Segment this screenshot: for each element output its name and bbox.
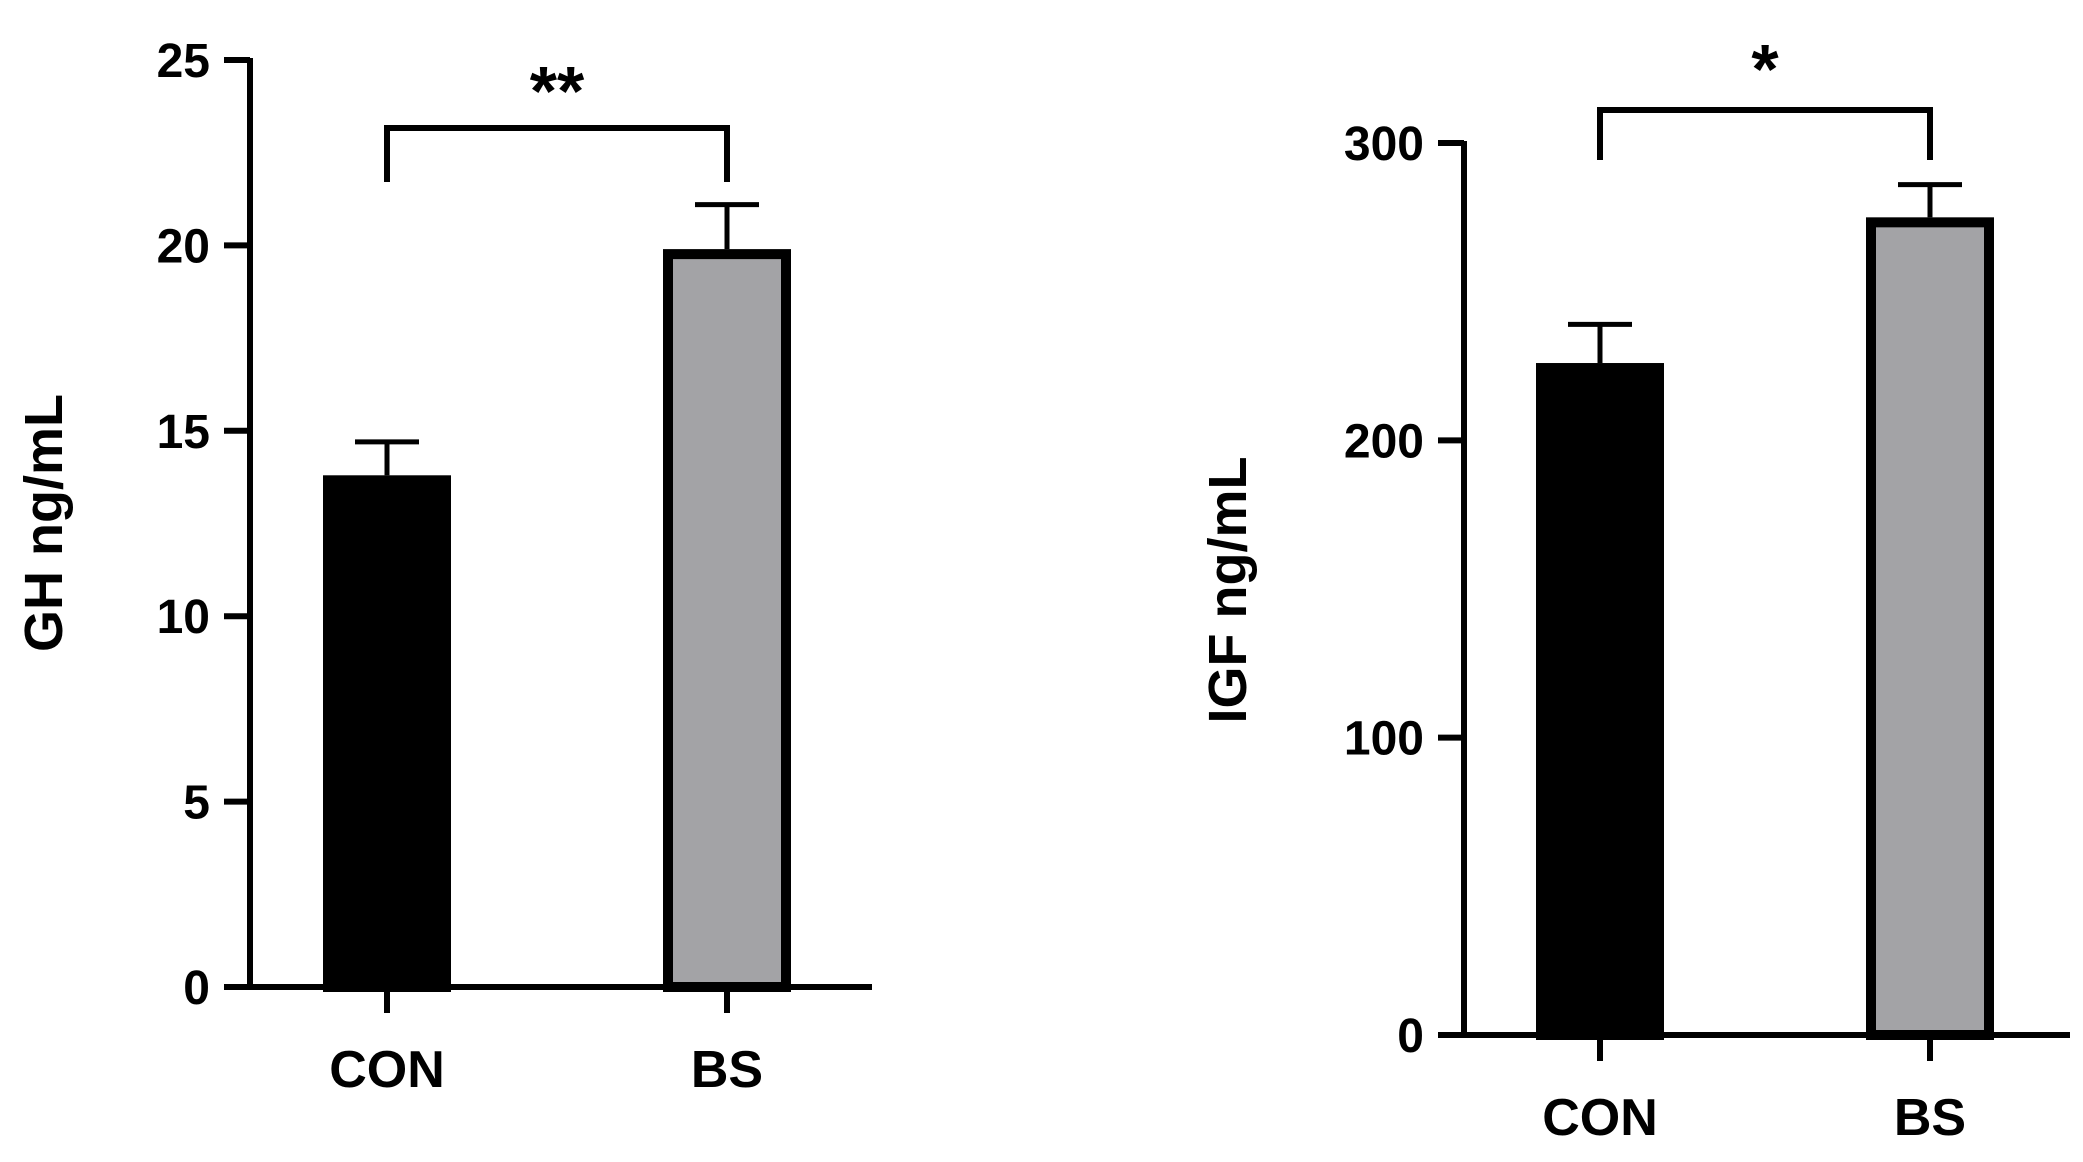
bar-bs bbox=[663, 249, 791, 993]
y-tick-label: 25 bbox=[157, 35, 210, 88]
gh-chart: 0 5 10 15 20 25 CON BS GH ng/mL ** bbox=[14, 35, 872, 1099]
significance-bracket bbox=[1597, 107, 1933, 160]
y-tick-label: 100 bbox=[1344, 713, 1424, 766]
y-tick-label: 300 bbox=[1344, 118, 1424, 171]
y-tick-label: 0 bbox=[183, 962, 210, 1015]
bar-con bbox=[1536, 363, 1664, 1040]
y-tick-label: 10 bbox=[157, 591, 210, 644]
y-tick-label: 5 bbox=[183, 777, 210, 830]
y-tick-label: 15 bbox=[157, 406, 210, 459]
significance-bracket bbox=[384, 125, 730, 182]
y-tick-label: 0 bbox=[1397, 1010, 1424, 1063]
significance-label: ** bbox=[530, 52, 585, 130]
x-tick-label-bs: BS bbox=[691, 1041, 763, 1099]
x-tick-label-con: CON bbox=[1542, 1089, 1658, 1147]
x-tick-label-con: CON bbox=[329, 1041, 445, 1099]
y-tick-label: 200 bbox=[1344, 415, 1424, 468]
igf-chart: 0 100 200 300 CON BS IGF ng/mL * bbox=[1198, 30, 2070, 1147]
bar-con bbox=[323, 475, 451, 992]
significance-label: * bbox=[1751, 30, 1779, 108]
y-axis-title: GH ng/mL bbox=[14, 394, 74, 652]
y-tick-label: 20 bbox=[157, 220, 210, 273]
x-tick-label-bs: BS bbox=[1894, 1089, 1966, 1147]
y-axis-title: IGF ng/mL bbox=[1198, 457, 1258, 724]
bar-bs bbox=[1866, 217, 1994, 1041]
